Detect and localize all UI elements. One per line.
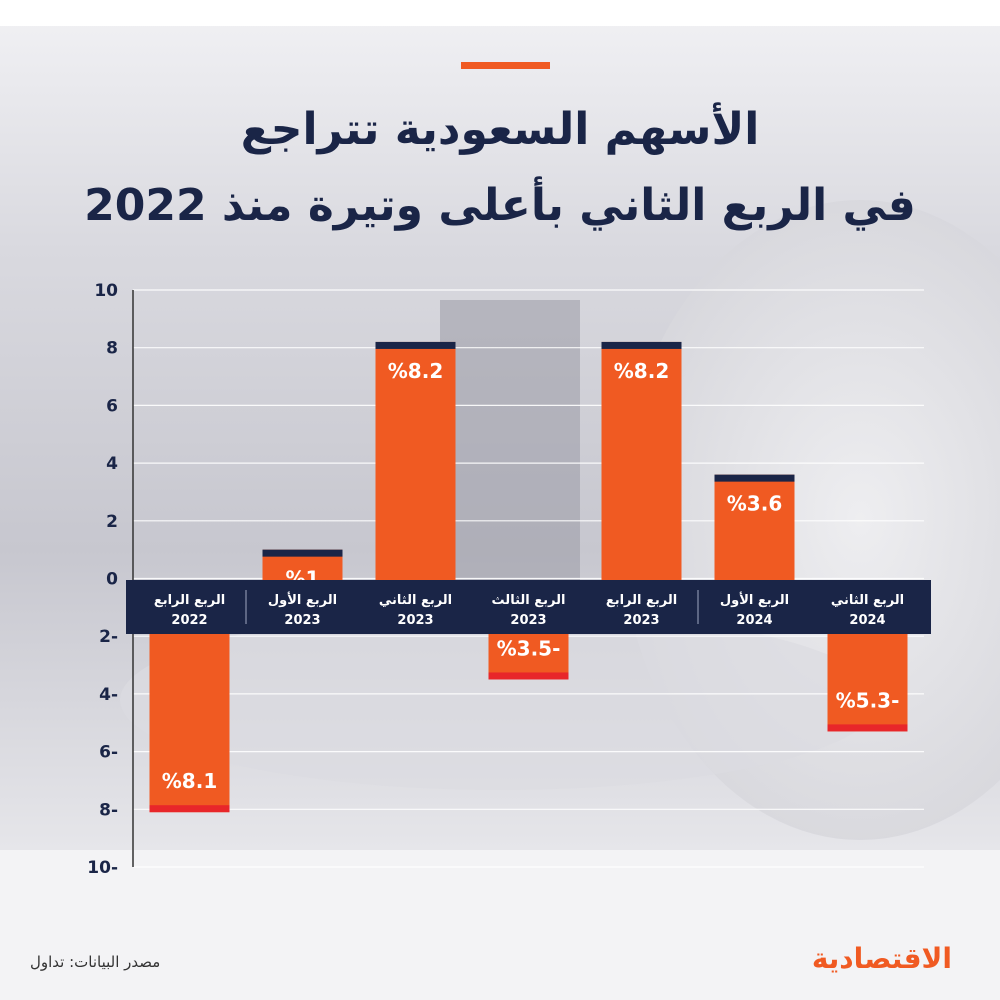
category-year-label: 2024 — [736, 613, 772, 628]
y-tick-label: 4- — [99, 685, 118, 705]
bar-value-label: %3.6 — [727, 492, 782, 516]
bar-value-label: %8.2 — [388, 359, 443, 383]
category-quarter-label: الربع الرابع — [606, 593, 677, 608]
bar-value-label: %3.5- — [497, 636, 561, 660]
category-year-label: 2023 — [284, 613, 320, 628]
title-line-2: في الربع الثاني بأعلى وتيرة منذ 2022 — [84, 180, 916, 231]
bar-cap — [262, 549, 343, 557]
bar: %8.2 — [601, 341, 682, 580]
bars: %8.1%1%8.2%3.5-%8.2%3.6%5.3- — [149, 341, 908, 813]
bar-cap — [714, 474, 795, 482]
y-tick-label: 4 — [106, 454, 118, 474]
category-quarter-label: الربع الثاني — [379, 593, 452, 608]
y-tick-label: 10 — [94, 281, 118, 301]
brand-logo: الاقتصادية — [811, 942, 952, 975]
category-year-label: 2024 — [849, 613, 885, 628]
y-axis: 10 8 6 4 2 0 2- 4- 6- 8- 10- — [87, 281, 134, 878]
bar-body — [714, 474, 795, 580]
y-tick-label: 6 — [106, 396, 118, 416]
bar-cap — [488, 672, 569, 680]
title-line-1: الأسهم السعودية تتراجع — [240, 104, 760, 155]
bar: %8.2 — [375, 341, 456, 580]
category-quarter-label: الربع الثاني — [831, 593, 904, 608]
y-tick-label: 8 — [106, 339, 118, 359]
bar-body — [488, 634, 569, 680]
bar-body — [601, 341, 682, 580]
accent-bar — [461, 62, 550, 69]
y-tick-label: 6- — [99, 743, 118, 763]
category-band: الربع الرابع 2022 الربع الأول 2023 الربع الث… — [126, 580, 931, 634]
y-tick-label: 2 — [106, 512, 118, 532]
category-year-label: 2022 — [171, 613, 207, 628]
bar-cap — [601, 341, 682, 349]
bar: %8.1 — [149, 634, 230, 813]
bar: %3.6 — [714, 474, 795, 580]
source-note: مصدر البيانات: تداول — [30, 953, 161, 971]
bar-value-label: %8.1 — [162, 769, 217, 793]
y-tick-label: 10- — [87, 858, 118, 878]
bar-body — [149, 634, 230, 813]
y-tick-label: 8- — [99, 800, 118, 820]
bar-body — [827, 634, 908, 732]
category-year-label: 2023 — [397, 613, 433, 628]
bar: %3.5- — [488, 634, 569, 680]
category-quarter-label: الربع الرابع — [154, 593, 225, 608]
bar-body — [375, 341, 456, 580]
category-year-label: 2023 — [510, 613, 546, 628]
bar: %5.3- — [827, 634, 908, 732]
bar-value-label: %8.2 — [614, 359, 669, 383]
bar-cap — [827, 724, 908, 732]
y-tick-label: 2- — [99, 627, 118, 647]
category-year-label: 2023 — [623, 613, 659, 628]
category-quarter-label: الربع الأول — [720, 591, 789, 608]
bar-cap — [375, 341, 456, 349]
bar-cap — [149, 805, 230, 813]
category-quarter-label: الربع الثالث — [492, 593, 566, 608]
grid — [133, 289, 924, 868]
y-tick-label: 0 — [106, 570, 118, 590]
bar-value-label: %5.3- — [836, 688, 900, 712]
category-quarter-label: الربع الأول — [268, 591, 337, 608]
category-band-bg — [126, 580, 931, 634]
